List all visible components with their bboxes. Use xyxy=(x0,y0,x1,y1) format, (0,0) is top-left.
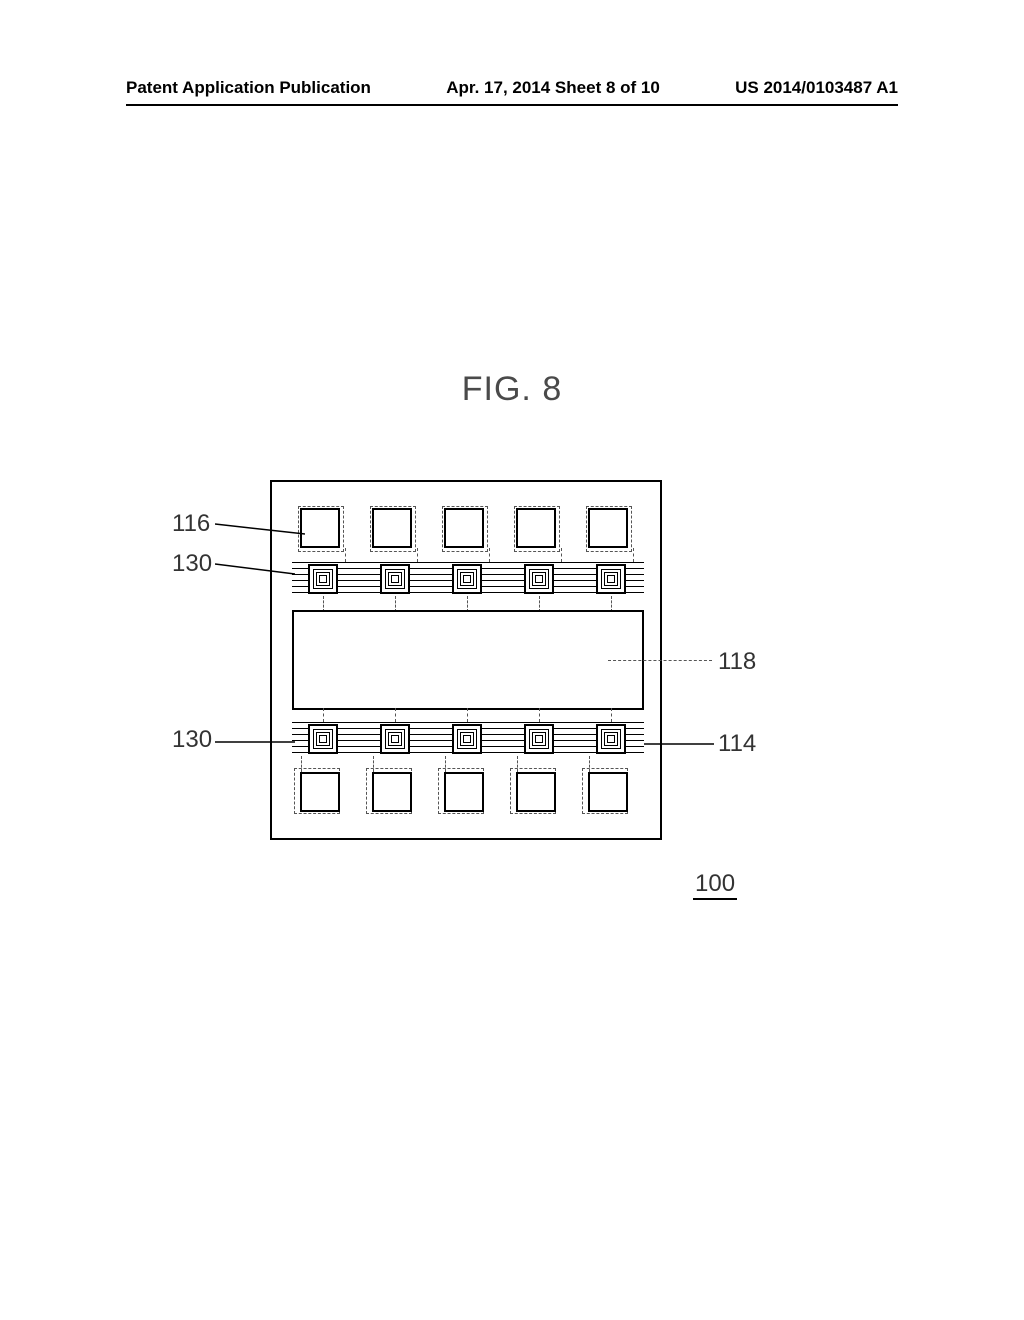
header-left: Patent Application Publication xyxy=(126,78,371,98)
top-square-mark xyxy=(586,506,632,552)
lead-116 xyxy=(215,520,305,540)
bottom-square xyxy=(516,772,556,812)
ref-numeral: 100 xyxy=(693,870,737,900)
top-segment-row xyxy=(292,560,644,598)
mid-rectangle xyxy=(292,610,644,710)
coil xyxy=(380,564,410,594)
header-right: US 2014/0103487 A1 xyxy=(735,78,898,98)
header-center: Apr. 17, 2014 Sheet 8 of 10 xyxy=(446,78,660,98)
lead-130-top xyxy=(215,560,295,576)
bottom-square xyxy=(588,772,628,812)
coil xyxy=(524,564,554,594)
label-116: 116 xyxy=(172,510,210,538)
bottom-square xyxy=(300,772,340,812)
coil xyxy=(596,724,626,754)
top-square-mark xyxy=(514,506,560,552)
label-130-top: 130 xyxy=(172,550,212,578)
top-square-mark xyxy=(370,506,416,552)
segment-hline xyxy=(292,562,644,563)
coil xyxy=(596,564,626,594)
bottom-square xyxy=(372,772,412,812)
segment-hline xyxy=(292,722,644,723)
label-114: 114 xyxy=(718,730,756,758)
coil xyxy=(308,564,338,594)
coil xyxy=(452,564,482,594)
figure-title: FIG. 8 xyxy=(0,370,1024,409)
label-130-bottom: 130 xyxy=(172,726,212,754)
label-118: 118 xyxy=(718,648,756,676)
top-square-mark xyxy=(442,506,488,552)
coil xyxy=(524,724,554,754)
ref-numeral-text: 100 xyxy=(693,870,737,900)
header-divider xyxy=(126,104,898,106)
lead-130-bottom xyxy=(215,736,295,748)
bottom-square xyxy=(444,772,484,812)
figure-diagram xyxy=(270,480,662,840)
lead-118 xyxy=(608,660,712,661)
coil xyxy=(380,724,410,754)
bottom-segment-row xyxy=(292,720,644,758)
coil xyxy=(308,724,338,754)
coil xyxy=(452,724,482,754)
lead-114 xyxy=(644,740,714,748)
